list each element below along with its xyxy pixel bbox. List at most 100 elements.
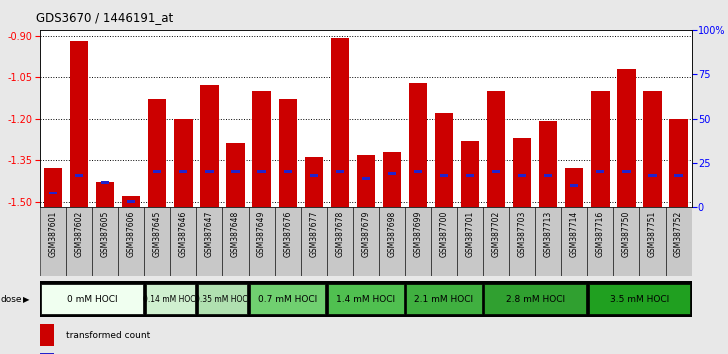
Text: GSM387676: GSM387676 (283, 211, 292, 257)
FancyBboxPatch shape (250, 284, 325, 314)
Bar (101, 181, 109, 184)
Bar (283, 170, 292, 173)
Bar (591, 91, 609, 207)
Text: 0.7 mM HOCl: 0.7 mM HOCl (258, 295, 317, 304)
Bar (362, 177, 370, 180)
FancyBboxPatch shape (431, 207, 457, 276)
Bar (70, 41, 88, 207)
Bar (565, 169, 583, 207)
Text: GSM387645: GSM387645 (153, 211, 162, 257)
Bar (232, 170, 240, 173)
Bar (644, 91, 662, 207)
Bar (596, 170, 604, 173)
FancyBboxPatch shape (614, 207, 639, 276)
Text: 0.14 mM HOCl: 0.14 mM HOCl (143, 295, 198, 304)
FancyBboxPatch shape (639, 207, 665, 276)
Text: 3.5 mM HOCl: 3.5 mM HOCl (610, 295, 669, 304)
FancyBboxPatch shape (665, 207, 692, 276)
FancyBboxPatch shape (41, 284, 143, 314)
Bar (487, 91, 505, 207)
FancyBboxPatch shape (301, 207, 327, 276)
Text: GSM387601: GSM387601 (49, 211, 58, 257)
Bar (309, 174, 318, 177)
FancyBboxPatch shape (66, 207, 92, 276)
FancyBboxPatch shape (561, 207, 587, 276)
FancyBboxPatch shape (483, 207, 509, 276)
Bar (40, 324, 55, 346)
Text: transformed count: transformed count (66, 331, 151, 340)
Text: GSM387751: GSM387751 (648, 211, 657, 257)
FancyBboxPatch shape (92, 207, 118, 276)
FancyBboxPatch shape (248, 207, 274, 276)
FancyBboxPatch shape (589, 284, 690, 314)
FancyBboxPatch shape (457, 207, 483, 276)
Bar (122, 196, 141, 207)
Bar (40, 353, 55, 354)
Bar (518, 174, 526, 177)
Bar (388, 172, 396, 175)
Text: GSM387606: GSM387606 (127, 211, 135, 257)
FancyBboxPatch shape (144, 207, 170, 276)
Text: GSM387678: GSM387678 (336, 211, 344, 257)
Text: ▶: ▶ (23, 295, 30, 304)
Bar (440, 174, 448, 177)
Bar (617, 69, 636, 207)
Text: GSM387679: GSM387679 (361, 211, 371, 257)
Text: GSM387677: GSM387677 (309, 211, 318, 257)
Bar (226, 143, 245, 207)
Text: 2.8 mM HOCl: 2.8 mM HOCl (506, 295, 565, 304)
FancyBboxPatch shape (118, 207, 144, 276)
Bar (649, 174, 657, 177)
Bar (153, 170, 162, 173)
FancyBboxPatch shape (146, 284, 195, 314)
FancyBboxPatch shape (535, 207, 561, 276)
Bar (570, 184, 579, 187)
Bar (492, 170, 500, 173)
Bar (539, 121, 558, 207)
Text: GSM387750: GSM387750 (622, 211, 631, 257)
FancyBboxPatch shape (40, 281, 692, 317)
FancyBboxPatch shape (197, 207, 223, 276)
Text: GSM387605: GSM387605 (100, 211, 110, 257)
FancyBboxPatch shape (509, 207, 535, 276)
Text: 0 mM HOCl: 0 mM HOCl (67, 295, 117, 304)
Bar (414, 170, 422, 173)
Text: 2.1 mM HOCl: 2.1 mM HOCl (414, 295, 474, 304)
Bar (205, 170, 213, 173)
Text: dose: dose (1, 295, 23, 304)
Bar (461, 141, 479, 207)
Text: GSM387602: GSM387602 (75, 211, 84, 257)
Text: 1.4 mM HOCl: 1.4 mM HOCl (336, 295, 395, 304)
Bar (179, 170, 188, 173)
Bar (44, 169, 62, 207)
FancyBboxPatch shape (405, 207, 431, 276)
Bar (466, 174, 474, 177)
Bar (149, 99, 167, 207)
Bar (544, 174, 553, 177)
Bar (336, 170, 344, 173)
Text: GSM387646: GSM387646 (179, 211, 188, 257)
FancyBboxPatch shape (328, 284, 403, 314)
Bar (96, 182, 114, 207)
Bar (258, 170, 266, 173)
Bar (357, 155, 375, 207)
FancyBboxPatch shape (406, 284, 482, 314)
Text: GSM387700: GSM387700 (440, 211, 448, 257)
Bar (253, 91, 271, 207)
Bar (304, 157, 323, 207)
Text: 0.35 mM HOCl: 0.35 mM HOCl (195, 295, 250, 304)
Text: GSM387647: GSM387647 (205, 211, 214, 257)
Text: GSM387714: GSM387714 (570, 211, 579, 257)
FancyBboxPatch shape (327, 207, 353, 276)
Bar (75, 174, 83, 177)
Bar (127, 200, 135, 203)
Text: GSM387701: GSM387701 (466, 211, 475, 257)
Bar (49, 192, 58, 194)
FancyBboxPatch shape (587, 207, 614, 276)
FancyBboxPatch shape (40, 207, 66, 276)
FancyBboxPatch shape (379, 207, 405, 276)
FancyBboxPatch shape (223, 207, 248, 276)
Bar (174, 119, 192, 207)
Bar (513, 138, 531, 207)
Bar (435, 113, 453, 207)
